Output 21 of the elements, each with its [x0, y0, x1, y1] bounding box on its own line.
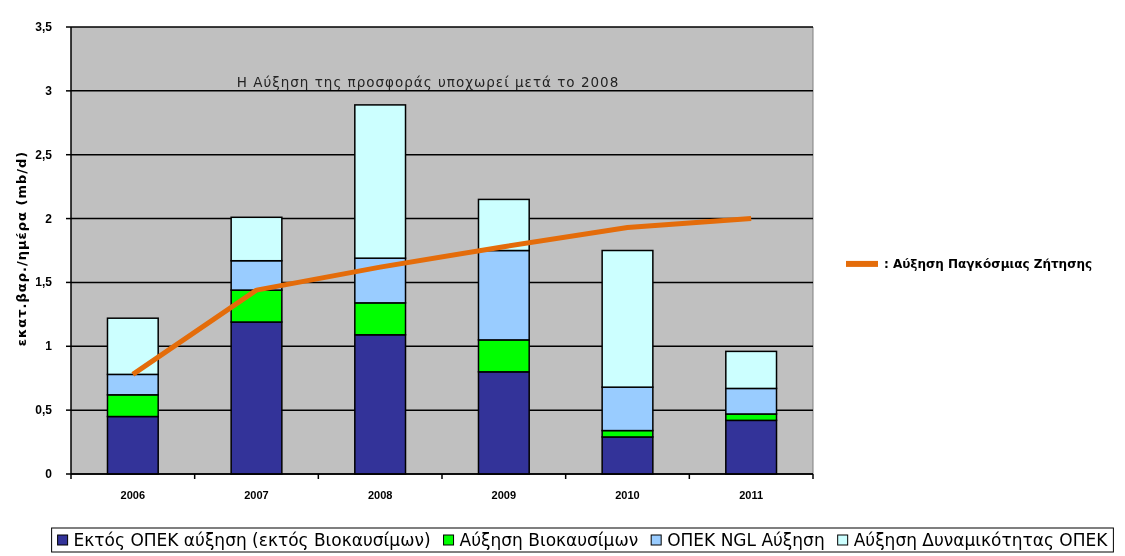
x-tick-label: 2011	[739, 489, 764, 501]
x-tick-label: 2009	[491, 489, 517, 501]
y-tick-label: 1	[45, 339, 53, 354]
y-tick-label: 2	[45, 211, 53, 226]
x-tick-label: 2010	[615, 489, 640, 501]
x-tick-label: 2008	[367, 489, 393, 501]
legend-label: Εκτός ΟΠΕΚ αύξηση (εκτός Βιοκαυσίμων)	[73, 530, 431, 550]
legend-label: : Αύξηση Παγκόσμιας Ζήτησης	[884, 256, 1093, 271]
y-axis-title: εκατ.βαρ./ημέρα (mb/d)	[13, 150, 29, 347]
y-tick-label: 3	[45, 83, 53, 98]
x-tick-label: 2007	[244, 489, 269, 501]
y-tick-label: 0,5	[35, 403, 53, 418]
annotation: Η Αύξηση της προσφοράς υποχωρεί μετά το 2008	[236, 74, 620, 90]
y-tick-label: 3,5	[35, 20, 53, 34]
x-tick-label: 2006	[120, 489, 146, 501]
legend-label: ΟΠΕΚ NGL Αύξηση	[667, 530, 825, 550]
y-tick-label: 2,5	[35, 147, 53, 162]
y-tick-label: 1,5	[35, 275, 53, 290]
legend-label: Αύξηση Δυναμικότητας ΟΠΕΚ	[853, 530, 1109, 550]
y-tick-label: 0	[45, 467, 53, 481]
legend-label: Αύξηση Βιοκαυσίμων	[459, 530, 639, 550]
